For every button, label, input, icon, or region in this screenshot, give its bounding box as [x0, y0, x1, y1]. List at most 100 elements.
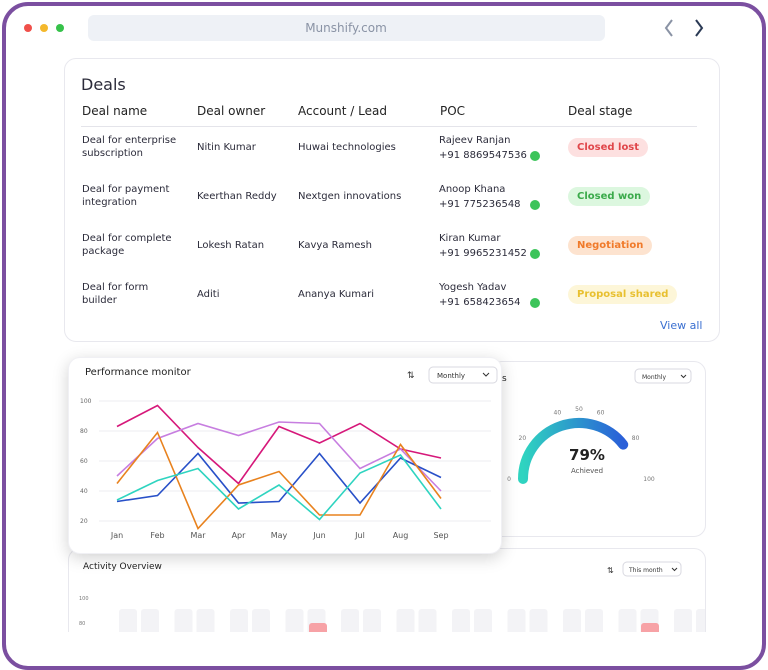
gauge-tick-label: 40 — [554, 409, 562, 416]
y-tick-label: 80 — [79, 621, 85, 627]
gauge-label: Achieved — [571, 467, 603, 475]
deals-card: Deals View all Deal name Deal owner Accoun… — [64, 58, 720, 342]
bar-background — [119, 609, 137, 632]
bar-background — [474, 609, 492, 632]
gauge-tick-label: 0 — [507, 476, 511, 483]
y-tick-label: 20 — [80, 518, 88, 525]
gauge-tick-label: 100 — [643, 476, 655, 483]
account: Ananya Kumari — [298, 289, 375, 300]
dropdown-label: Monthly — [642, 374, 666, 381]
deal-name: builder — [82, 295, 117, 306]
bar-background — [585, 609, 603, 632]
deals-title: Deals — [81, 75, 126, 94]
dropdown[interactable] — [622, 561, 682, 577]
account: Huwai technologies — [298, 142, 396, 153]
bar-background — [674, 609, 692, 632]
line — [116, 430, 442, 530]
url: Munshify.com — [305, 21, 387, 35]
gauge-arc — [518, 418, 629, 484]
root: Munshify.com Deals View all Deal name Dea… — [24, 15, 720, 632]
gauge-tick-label: 20 — [519, 435, 527, 442]
url-bar[interactable] — [88, 15, 605, 41]
gauge-tick-label: 60 — [597, 409, 605, 416]
bar-background — [196, 609, 215, 632]
line — [116, 421, 442, 492]
deal-name: package — [82, 246, 125, 257]
dot — [56, 24, 64, 32]
gauge-value: 79% — [569, 446, 605, 464]
column-header: Deal name — [82, 104, 148, 118]
deal-stage: Negotiation — [568, 236, 653, 255]
bar-background — [396, 609, 415, 632]
whatsapp-icon[interactable] — [530, 249, 540, 259]
poc-name: Anoop Khana — [439, 184, 506, 195]
poc-phone: +91 9965231452 — [439, 248, 527, 259]
bar-background — [507, 609, 526, 632]
sort-icon[interactable]: ⇅ — [607, 566, 614, 575]
column-header: Deal stage — [568, 104, 633, 118]
x-tick-label: Apr — [232, 531, 247, 540]
y-tick-label: 60 — [80, 458, 88, 465]
whatsapp-icon[interactable] — [530, 298, 540, 308]
bar-background — [230, 609, 248, 632]
sort-icon[interactable]: ⇅ — [407, 371, 415, 381]
account: Kavya Ramesh — [298, 240, 372, 251]
deal-owner: Aditi — [197, 289, 220, 300]
dropdown-caret — [680, 374, 687, 379]
x-tick-label: Jan — [110, 531, 123, 540]
dropdown[interactable] — [428, 366, 498, 384]
dropdown[interactable] — [634, 368, 692, 384]
bar-background — [696, 609, 714, 632]
x-tick-label: Mar — [190, 531, 206, 540]
bar-background — [529, 609, 548, 632]
whatsapp-icon[interactable] — [530, 151, 540, 161]
line — [116, 454, 442, 521]
bar-background — [418, 609, 437, 632]
bar-background — [363, 609, 381, 632]
gauge-tick-label: 80 — [632, 435, 640, 442]
x-tick-label: Jul — [354, 531, 365, 540]
dot — [40, 24, 48, 32]
line — [116, 452, 442, 505]
browser-bar: Munshify.com — [24, 15, 704, 41]
dropdown-label: Monthly — [437, 372, 465, 380]
deal-stage: Closed lost — [568, 138, 649, 157]
forward[interactable] — [695, 19, 704, 37]
deal-owner: Keerthan Reddy — [197, 191, 277, 202]
deal-name: Deal for complete — [82, 233, 172, 244]
deal-name: Deal for payment — [82, 184, 170, 195]
deal-owner: Nitin Kumar — [197, 142, 256, 153]
dropdown-caret — [482, 372, 490, 377]
view-all[interactable]: View all — [660, 319, 703, 332]
x-tick-label: Aug — [393, 531, 409, 540]
bar-background — [141, 609, 159, 632]
column-header: POC — [440, 104, 466, 118]
y-tick-label: 100 — [79, 596, 89, 602]
goal-chart: csMonthly0204050608010079%Achieved — [497, 368, 692, 484]
y-tick-label: 80 — [80, 428, 88, 435]
dropdown-label: This month — [628, 567, 663, 574]
bar-background — [452, 609, 470, 632]
deal-name: Deal for enterprise — [82, 135, 177, 146]
back[interactable] — [664, 19, 673, 37]
poc-phone: +91 8869547536 — [439, 150, 527, 161]
y-tick-label: 40 — [80, 488, 88, 495]
x-tick-label: May — [271, 531, 288, 540]
dot — [24, 24, 32, 32]
bar-highlight — [309, 623, 327, 632]
deal-name: integration — [82, 197, 137, 208]
y-tick-label: 100 — [80, 398, 92, 405]
bar-background — [285, 609, 304, 632]
poc-phone: +91 775236548 — [439, 199, 521, 210]
performance-chart: Performance monitor ⇅ Monthly 20 40 60 80 100 Ja… — [80, 366, 498, 540]
poc-name: Kiran Kumar — [439, 233, 501, 244]
bar-highlight — [641, 623, 659, 632]
activity-card: Activity Overview ⇅ This month 100 80 — [68, 548, 714, 632]
card-title: Activity Overview — [83, 562, 162, 572]
deal-name: Deal for form — [82, 282, 149, 293]
whatsapp-icon[interactable] — [530, 200, 540, 210]
column-header: Account / Lead — [298, 104, 387, 118]
deal-name: subscription — [82, 148, 143, 159]
bar-background — [563, 609, 581, 632]
